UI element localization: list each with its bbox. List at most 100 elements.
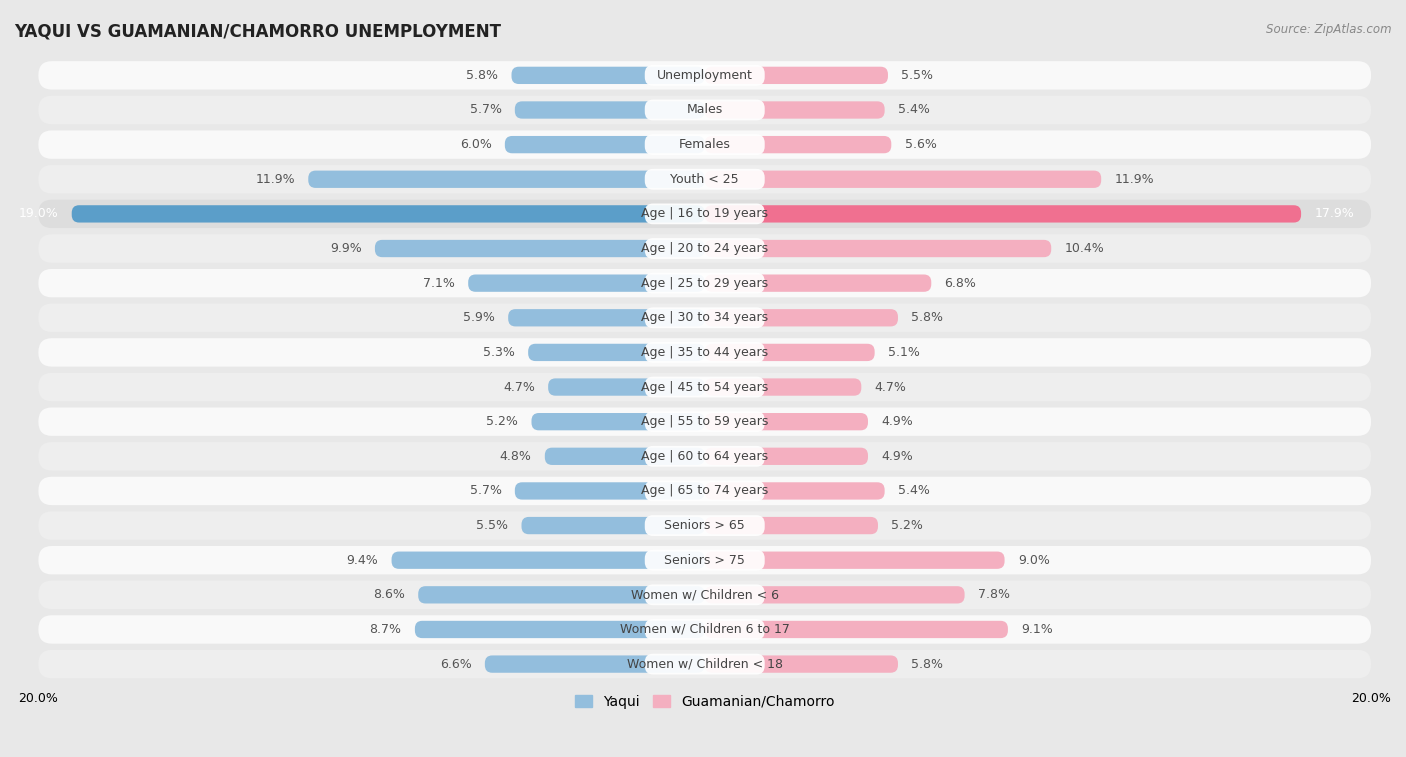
FancyBboxPatch shape [485,656,704,673]
FancyBboxPatch shape [645,654,765,674]
FancyBboxPatch shape [645,134,765,155]
FancyBboxPatch shape [38,130,1371,159]
FancyBboxPatch shape [38,512,1371,540]
FancyBboxPatch shape [529,344,704,361]
FancyBboxPatch shape [645,411,765,432]
FancyBboxPatch shape [645,584,765,606]
FancyBboxPatch shape [38,650,1371,678]
Text: 5.1%: 5.1% [889,346,920,359]
Text: 6.8%: 6.8% [945,276,977,290]
FancyBboxPatch shape [704,447,868,465]
FancyBboxPatch shape [645,342,765,363]
Text: 17.9%: 17.9% [1315,207,1354,220]
Text: 9.9%: 9.9% [330,242,361,255]
FancyBboxPatch shape [38,200,1371,228]
Text: 11.9%: 11.9% [256,173,295,185]
FancyBboxPatch shape [508,309,704,326]
Text: Age | 20 to 24 years: Age | 20 to 24 years [641,242,768,255]
Text: 6.0%: 6.0% [460,138,492,151]
FancyBboxPatch shape [704,621,1008,638]
FancyBboxPatch shape [645,273,765,294]
Text: 7.8%: 7.8% [979,588,1010,601]
Text: 5.7%: 5.7% [470,104,502,117]
FancyBboxPatch shape [38,373,1371,401]
Text: 5.6%: 5.6% [904,138,936,151]
FancyBboxPatch shape [38,235,1371,263]
FancyBboxPatch shape [704,378,862,396]
Text: Women w/ Children < 6: Women w/ Children < 6 [631,588,779,601]
Text: Women w/ Children 6 to 17: Women w/ Children 6 to 17 [620,623,790,636]
Text: Males: Males [686,104,723,117]
FancyBboxPatch shape [418,586,704,603]
FancyBboxPatch shape [515,482,704,500]
FancyBboxPatch shape [704,205,1301,223]
FancyBboxPatch shape [645,169,765,190]
Text: 9.4%: 9.4% [346,553,378,567]
Text: 8.6%: 8.6% [373,588,405,601]
Text: Age | 25 to 29 years: Age | 25 to 29 years [641,276,768,290]
Text: 10.4%: 10.4% [1064,242,1104,255]
FancyBboxPatch shape [645,377,765,397]
FancyBboxPatch shape [704,413,868,430]
FancyBboxPatch shape [645,100,765,120]
FancyBboxPatch shape [704,136,891,153]
FancyBboxPatch shape [704,67,889,84]
Text: 5.2%: 5.2% [486,415,519,428]
Text: Source: ZipAtlas.com: Source: ZipAtlas.com [1267,23,1392,36]
FancyBboxPatch shape [704,275,931,291]
FancyBboxPatch shape [72,205,704,223]
Text: Youth < 25: Youth < 25 [671,173,740,185]
Text: Women w/ Children < 18: Women w/ Children < 18 [627,658,783,671]
FancyBboxPatch shape [645,238,765,259]
Text: Age | 30 to 34 years: Age | 30 to 34 years [641,311,768,324]
FancyBboxPatch shape [38,338,1371,366]
Text: 5.5%: 5.5% [901,69,934,82]
FancyBboxPatch shape [704,552,1004,569]
Text: Age | 60 to 64 years: Age | 60 to 64 years [641,450,768,463]
Text: Age | 16 to 19 years: Age | 16 to 19 years [641,207,768,220]
Text: 7.1%: 7.1% [423,276,456,290]
FancyBboxPatch shape [645,481,765,501]
Text: 5.9%: 5.9% [463,311,495,324]
FancyBboxPatch shape [645,204,765,224]
Text: 5.5%: 5.5% [477,519,508,532]
FancyBboxPatch shape [38,61,1371,89]
Text: 6.6%: 6.6% [440,658,471,671]
Text: 5.4%: 5.4% [898,484,929,497]
Text: Unemployment: Unemployment [657,69,752,82]
FancyBboxPatch shape [38,269,1371,298]
Text: 5.7%: 5.7% [470,484,502,497]
Text: 5.2%: 5.2% [891,519,924,532]
FancyBboxPatch shape [38,407,1371,436]
Text: 9.1%: 9.1% [1021,623,1053,636]
Text: 4.8%: 4.8% [499,450,531,463]
FancyBboxPatch shape [704,482,884,500]
Text: Age | 65 to 74 years: Age | 65 to 74 years [641,484,768,497]
FancyBboxPatch shape [468,275,704,291]
FancyBboxPatch shape [645,65,765,86]
FancyBboxPatch shape [38,304,1371,332]
FancyBboxPatch shape [645,446,765,467]
Text: Age | 45 to 54 years: Age | 45 to 54 years [641,381,768,394]
FancyBboxPatch shape [704,170,1101,188]
FancyBboxPatch shape [38,581,1371,609]
Text: 9.0%: 9.0% [1018,553,1050,567]
FancyBboxPatch shape [704,517,877,534]
FancyBboxPatch shape [704,309,898,326]
FancyBboxPatch shape [308,170,704,188]
FancyBboxPatch shape [522,517,704,534]
FancyBboxPatch shape [38,615,1371,643]
FancyBboxPatch shape [415,621,704,638]
Legend: Yaqui, Guamanian/Chamorro: Yaqui, Guamanian/Chamorro [569,690,839,715]
FancyBboxPatch shape [38,96,1371,124]
Text: 8.7%: 8.7% [370,623,402,636]
FancyBboxPatch shape [544,447,704,465]
FancyBboxPatch shape [512,67,704,84]
Text: Seniors > 75: Seniors > 75 [664,553,745,567]
Text: 5.8%: 5.8% [467,69,498,82]
FancyBboxPatch shape [704,586,965,603]
Text: 11.9%: 11.9% [1115,173,1154,185]
FancyBboxPatch shape [645,619,765,640]
Text: Age | 35 to 44 years: Age | 35 to 44 years [641,346,768,359]
Text: Seniors > 65: Seniors > 65 [665,519,745,532]
